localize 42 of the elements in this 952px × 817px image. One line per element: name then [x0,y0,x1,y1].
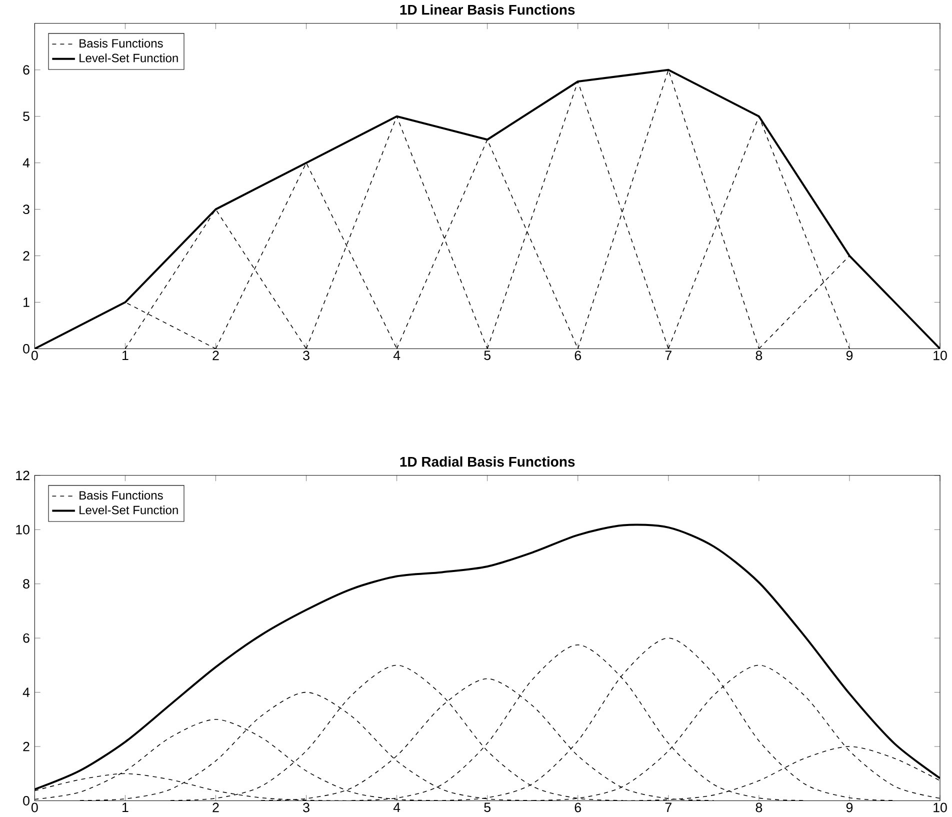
y-tick-label: 4 [22,158,30,168]
x-tick-label: 2 [212,802,219,812]
y-tick-label: 2 [23,742,30,752]
x-tick-label: 1 [122,350,128,360]
chart-title: 1D Radial Basis Functions [400,456,575,467]
legend-label: Basis Functions [80,38,163,48]
x-tick-label: 10 [934,350,947,360]
y-tick-label: 6 [23,65,30,75]
legend-label: Basis Functions [80,490,163,500]
y-tick-label: 4 [22,688,30,698]
x-tick-label: 0 [31,802,38,812]
y-tick-label: 0 [23,344,30,354]
x-tick-label: 5 [484,350,490,360]
x-tick-label: 4 [393,350,400,360]
x-tick-label: 3 [303,802,310,812]
y-tick-label: 2 [23,251,30,261]
x-tick-label: 10 [934,802,947,812]
x-tick-label: 6 [574,350,582,360]
x-tick-label: 8 [756,350,762,360]
y-tick-label: 8 [23,579,30,589]
y-tick-label: 12 [16,470,30,480]
y-tick-label: 10 [16,525,30,535]
legend-label: Level-Set Function [80,506,178,514]
x-tick-label: 7 [665,802,672,812]
x-tick-label: 5 [484,802,490,812]
x-tick-label: 6 [574,802,582,812]
chart-title: 1D Linear Basis Functions [400,4,575,15]
x-tick-label: 1 [122,802,128,812]
x-tick-label: 3 [303,350,310,360]
y-tick-label: 0 [23,796,30,806]
y-tick-label: 1 [24,298,30,308]
y-tick-label: 6 [23,634,30,643]
x-tick-label: 8 [756,802,762,812]
y-tick-label: 3 [23,204,30,214]
x-tick-label: 7 [665,350,672,360]
x-tick-label: 4 [393,802,400,812]
x-tick-label: 0 [31,350,38,360]
x-tick-label: 9 [846,350,853,360]
x-tick-label: 9 [846,802,853,812]
y-tick-label: 5 [23,112,30,122]
x-tick-label: 2 [212,350,219,360]
legend-label: Level-Set Function [80,54,178,62]
